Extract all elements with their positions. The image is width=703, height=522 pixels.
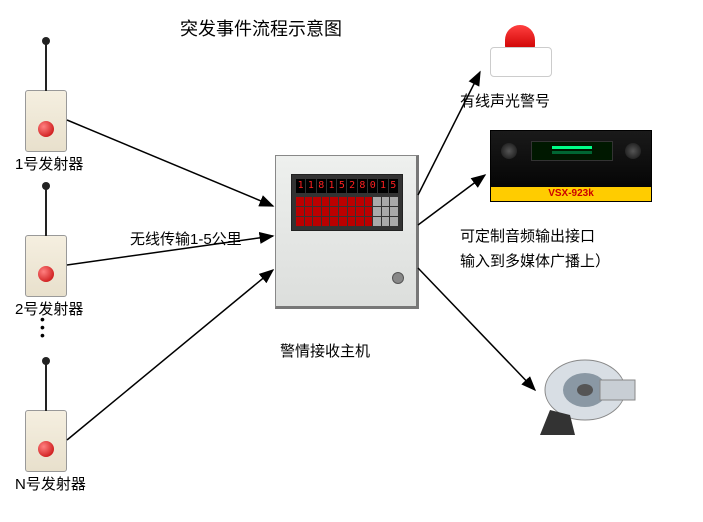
av-display <box>531 141 613 161</box>
horn-speaker <box>530 350 640 440</box>
av-model-caption: VSX-923k <box>491 187 651 201</box>
host-lock-icon <box>392 272 404 284</box>
av-label-line2: 输入到多媒体广播上） <box>460 250 610 271</box>
av-label-line1: 可定制音频输出接口 <box>460 225 595 246</box>
diagram-title: 突发事件流程示意图 <box>180 15 342 41</box>
transmitter-1-label: 1号发射器 <box>15 153 83 174</box>
siren-label: 有线声光警号 <box>460 90 550 111</box>
antenna-icon <box>45 43 47 91</box>
av-receiver: VSX-923k <box>490 130 652 202</box>
av-knob-left <box>501 143 517 159</box>
host-label: 警情接收主机 <box>280 340 370 361</box>
transmitter-n-label: N号发射器 <box>15 473 86 494</box>
transmitter-2 <box>25 235 67 297</box>
transmitter-1 <box>25 90 67 152</box>
ellipsis-dots: ••• <box>40 315 45 339</box>
antenna-icon <box>45 188 47 236</box>
antenna-icon <box>45 363 47 411</box>
siren-base <box>490 47 552 77</box>
av-knob-right <box>625 143 641 159</box>
transmitter-n <box>25 410 67 472</box>
host-led-display: 1181528015 <box>296 179 398 193</box>
wired-alarm-siren <box>490 25 550 75</box>
host-panel: 1181528015 <box>291 174 403 231</box>
transmitter-2-label: 2号发射器 <box>15 298 83 319</box>
horn-icon <box>530 350 640 440</box>
host-keypad <box>296 197 398 226</box>
wireless-range-label: 无线传输1-5公里 <box>130 228 242 249</box>
alarm-receiver-host: 1181528015 <box>275 155 419 309</box>
